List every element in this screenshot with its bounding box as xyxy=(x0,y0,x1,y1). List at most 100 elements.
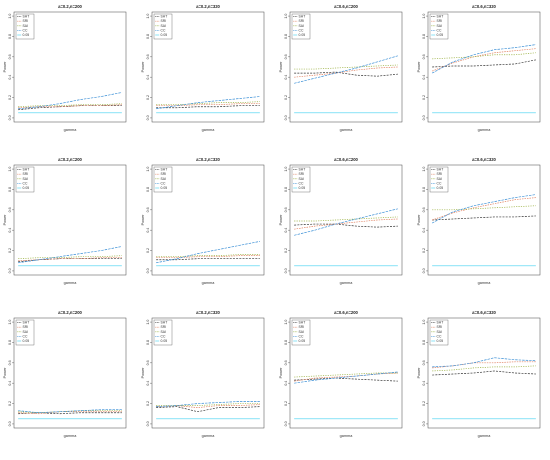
series-line-CC xyxy=(432,357,536,368)
series-line-SHT xyxy=(18,258,122,263)
series-line-SHT xyxy=(294,71,398,77)
legend-label: 0.05 xyxy=(437,186,444,190)
y-axis-label: Power xyxy=(141,61,145,72)
y-tick-label: 0.0 xyxy=(422,115,426,120)
y-tick-label: 0.2 xyxy=(8,401,12,406)
y-tick-label: 0.8 xyxy=(422,187,426,192)
legend-label: SHT xyxy=(23,321,30,325)
plot-frame xyxy=(289,317,403,429)
legend-box xyxy=(429,166,449,193)
y-tick-label: 0.4 xyxy=(8,228,12,233)
x-axis-label: gamma xyxy=(64,281,78,285)
legend-label: SHT xyxy=(161,15,168,19)
y-tick-label: 0.0 xyxy=(284,115,288,120)
chart-title: a=0.2,n=200 xyxy=(58,310,82,315)
y-axis-label: Power xyxy=(417,214,421,225)
legend-box xyxy=(15,13,35,40)
y-tick-label: 0.8 xyxy=(284,34,288,39)
y-tick-label: 0.2 xyxy=(146,401,150,406)
chart-title: a=0.2,n=200 xyxy=(58,4,82,9)
plot-frame xyxy=(151,164,265,276)
plot-frame xyxy=(427,11,541,123)
y-tick-label: 0.6 xyxy=(284,207,288,212)
chart-panel-3: a=0.6,n=200 0.0 0.2 0.4 0.6 0.8 1.0 Power gamma S… xyxy=(279,4,403,132)
plot-frame xyxy=(427,317,541,429)
legend-label: SAI xyxy=(437,177,443,181)
legend-label: CC xyxy=(23,334,28,338)
legend-label: SRI xyxy=(437,172,443,176)
legend-label: SHT xyxy=(161,321,168,325)
chart-panel-6: a=0.2,n=320 0.0 0.2 0.4 0.6 0.8 1.0 Power gamma S… xyxy=(141,157,265,285)
legend-label: 0.05 xyxy=(299,33,306,37)
y-tick-label: 0.6 xyxy=(146,360,150,365)
legend-label: SAI xyxy=(23,330,29,334)
series-line-SHT xyxy=(294,223,398,228)
legend-label: SRI xyxy=(437,325,443,329)
y-tick-label: 0.6 xyxy=(422,54,426,59)
chart-panel-4: a=0.6,n=320 0.0 0.2 0.4 0.6 0.8 1.0 Power gamma S… xyxy=(417,4,541,132)
legend-label: SHT xyxy=(437,15,444,19)
chart-panel-11: a=0.6,n=200 0.0 0.2 0.4 0.6 0.8 1.0 Power gamma S… xyxy=(279,310,403,438)
legend-label: CC xyxy=(23,28,28,32)
legend-label: 0.05 xyxy=(437,339,444,343)
series-line-CC xyxy=(431,194,536,224)
legend-label: CC xyxy=(437,28,442,32)
y-tick-label: 0.8 xyxy=(146,340,150,345)
series-line-SAI xyxy=(156,254,260,258)
series-line-SHT xyxy=(432,59,536,68)
chart-panel-12: a=0.6,n=320 0.0 0.2 0.4 0.6 0.8 1.0 Power gamma S… xyxy=(417,310,541,438)
x-axis-label: gamma xyxy=(340,434,354,438)
series-line-SAI xyxy=(156,101,260,106)
series-line-SHT xyxy=(432,215,536,221)
y-tick-label: 0.6 xyxy=(8,360,12,365)
legend-label: 0.05 xyxy=(299,339,306,343)
y-tick-label: 0.0 xyxy=(284,421,288,426)
y-tick-label: 0.8 xyxy=(8,340,12,345)
y-tick-label: 1.0 xyxy=(422,167,426,172)
legend-label: CC xyxy=(437,334,442,338)
x-axis-label: gamma xyxy=(478,434,492,438)
y-tick-label: 0.8 xyxy=(8,34,12,39)
x-axis-label: gamma xyxy=(478,128,492,132)
y-tick-label: 0.6 xyxy=(8,54,12,59)
series-line-SAI xyxy=(294,216,398,222)
legend-label: CC xyxy=(161,181,166,185)
legend-label: 0.05 xyxy=(161,186,168,190)
legend-label: SRI xyxy=(161,325,167,329)
chart-panel-2: a=0.2,n=320 0.0 0.2 0.4 0.6 0.8 1.0 Power gamma S… xyxy=(141,4,265,132)
series-line-SAI xyxy=(432,365,536,372)
y-tick-label: 0.4 xyxy=(284,381,288,386)
legend-label: CC xyxy=(299,334,304,338)
y-axis-label: Power xyxy=(279,61,283,72)
y-tick-label: 1.0 xyxy=(8,320,12,325)
y-tick-label: 0.2 xyxy=(422,95,426,100)
legend-label: SRI xyxy=(161,172,167,176)
series-line-SRI xyxy=(156,255,260,259)
series-line-CC xyxy=(156,241,260,264)
y-tick-label: 0.0 xyxy=(8,421,12,426)
legend-label: SHT xyxy=(23,168,30,172)
y-tick-label: 0.8 xyxy=(422,340,426,345)
chart-panel-8: a=0.6,n=320 0.0 0.2 0.4 0.6 0.8 1.0 Power gamma S… xyxy=(417,157,541,285)
legend-label: SAI xyxy=(299,330,305,334)
y-tick-label: 0.8 xyxy=(284,340,288,345)
chart-panel-7: a=0.6,n=200 0.0 0.2 0.4 0.6 0.8 1.0 Power gamma S… xyxy=(279,157,403,285)
x-axis-label: gamma xyxy=(202,128,216,132)
legend-label: SHT xyxy=(23,15,30,19)
legend-label: CC xyxy=(299,28,304,32)
y-tick-label: 0.0 xyxy=(8,115,12,120)
y-tick-label: 0.2 xyxy=(422,248,426,253)
legend-box xyxy=(153,166,173,193)
y-tick-label: 0.8 xyxy=(146,34,150,39)
chart-title: a=0.6,n=320 xyxy=(472,310,496,315)
y-tick-label: 0.2 xyxy=(146,248,150,253)
legend-label: SAI xyxy=(299,177,305,181)
legend-label: SHT xyxy=(299,15,306,19)
y-tick-label: 0.0 xyxy=(422,421,426,426)
series-line-SAI xyxy=(432,52,536,60)
x-axis-label: gamma xyxy=(202,434,216,438)
legend-box xyxy=(429,319,449,346)
